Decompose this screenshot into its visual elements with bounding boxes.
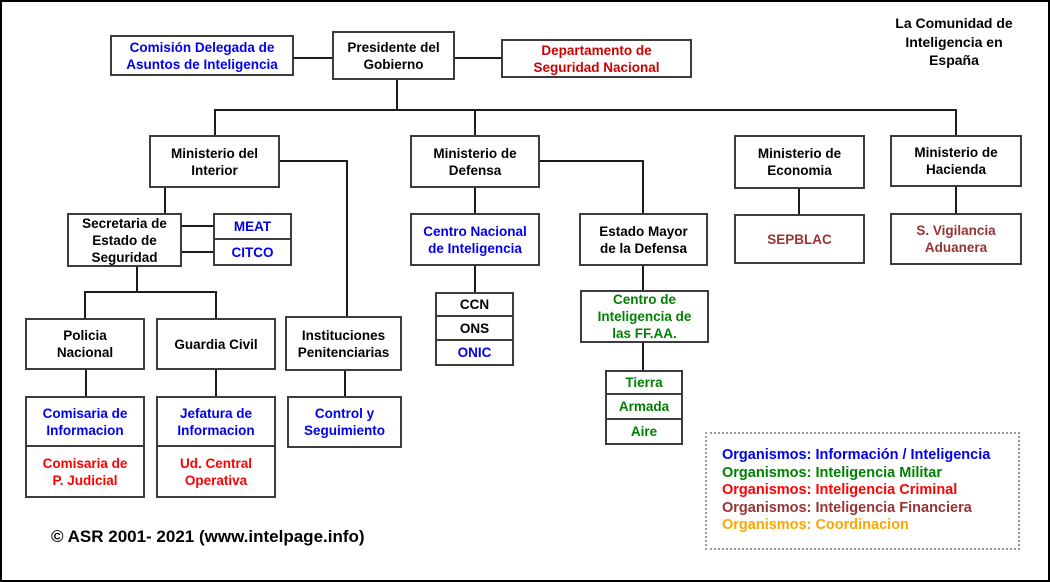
connector-secretaria-meat [182, 225, 213, 227]
node-ministerio-defensa: Ministerio de Defensa [410, 135, 540, 188]
connector-secretaria-bar [84, 291, 217, 293]
node-citco: CITCO [213, 238, 292, 266]
node-ministerio-economia: Ministerio de Economia [734, 135, 865, 189]
node-instituciones-penitenciarias: Instituciones Penitenciarias [285, 316, 402, 371]
connector-presidente-departamento [455, 57, 501, 59]
connector-hacienda-vigilancia [955, 187, 957, 213]
node-ministerio-interior: Ministerio del Interior [149, 135, 280, 188]
connector-cni-ccn [474, 266, 476, 292]
node-ministerio-hacienda: Ministerio de Hacienda [890, 135, 1022, 187]
legend-item-coordinacion: Organismos: Coordinacion [722, 517, 909, 533]
connector-secretaria-citco [182, 251, 213, 253]
connector-comision-presidente [294, 57, 332, 59]
connector-drop-defensa [474, 109, 476, 135]
legend-item-inteligencia-criminal: Organismos: Inteligencia Criminal [722, 482, 958, 498]
node-policia-nacional: Policia Nacional [25, 318, 145, 370]
node-aire: Aire [605, 418, 683, 445]
node-centro-nacional-inteligencia: Centro Nacional de Inteligencia [410, 213, 540, 266]
connector-drop-interior [214, 109, 216, 135]
node-comisaria-informacion: Comisaria de Informacion [25, 396, 145, 447]
connector-interior-instituciones-h [280, 160, 348, 162]
node-departamento-seguridad: Departamento de Seguridad Nacional [501, 39, 692, 78]
node-ccn: CCN [435, 292, 514, 317]
connector-policia-comisaria [85, 370, 87, 396]
node-vigilancia-aduanera: S. Vigilancia Aduanera [890, 213, 1022, 265]
node-ons: ONS [435, 315, 514, 341]
connector-drop-policia [84, 291, 86, 318]
connector-interior-secretaria [164, 188, 166, 213]
connector-backbone [214, 109, 957, 111]
page-title: La Comunidad de Inteligencia en España [895, 15, 1013, 68]
legend-item-inteligencia-militar: Organismos: Inteligencia Militar [722, 464, 942, 481]
copyright-text: © ASR 2001- 2021 (www.intelpage.info) [51, 527, 365, 546]
connector-guardia-jefatura [215, 370, 217, 396]
connector-drop-hacienda [955, 109, 957, 135]
connector-defensa-cni [474, 188, 476, 213]
node-centro-inteligencia-ffaa: Centro de Inteligencia de las FF.AA. [580, 290, 709, 343]
node-sepblac: SEPBLAC [734, 214, 865, 264]
node-presidente-gobierno: Presidente del Gobierno [332, 31, 455, 80]
node-comisaria-judicial: Comisaria de P. Judicial [25, 445, 145, 498]
node-secretaria-estado-seguridad: Secretaria de Estado de Seguridad [67, 213, 182, 267]
node-onic: ONIC [435, 339, 514, 366]
connector-drop-guardia [215, 291, 217, 318]
node-control-seguimiento: Control y Seguimiento [287, 396, 402, 448]
node-jefatura-informacion: Jefatura de Informacion [156, 396, 276, 447]
connector-defensa-estado-v [642, 160, 644, 213]
connector-secretaria-drop [136, 267, 138, 292]
legend: Organismos: Información / Inteligencia O… [705, 432, 1020, 550]
connector-instituciones-control [344, 371, 346, 396]
node-comision-delegada: Comisión Delegada de Asuntos de Intelige… [110, 35, 294, 76]
connector-presidente-drop [396, 80, 398, 109]
legend-item-inteligencia-financiera: Organismos: Inteligencia Financiera [722, 499, 972, 516]
node-guardia-civil: Guardia Civil [156, 318, 276, 370]
node-armada: Armada [605, 393, 683, 420]
node-unidad-central-operativa: Ud. Central Operativa [156, 445, 276, 498]
connector-interior-instituciones-v [346, 160, 348, 316]
connector-centro-tierra [642, 342, 644, 370]
node-estado-mayor-defensa: Estado Mayor de la Defensa [579, 213, 708, 266]
connector-estado-centro [642, 266, 644, 290]
legend-item-informacion-inteligencia: Organismos: Información / Inteligencia [722, 447, 991, 463]
node-tierra: Tierra [605, 370, 683, 395]
connector-economia-sepblac [798, 189, 800, 214]
node-meat: MEAT [213, 213, 292, 240]
connector-defensa-estado-h [540, 160, 644, 162]
